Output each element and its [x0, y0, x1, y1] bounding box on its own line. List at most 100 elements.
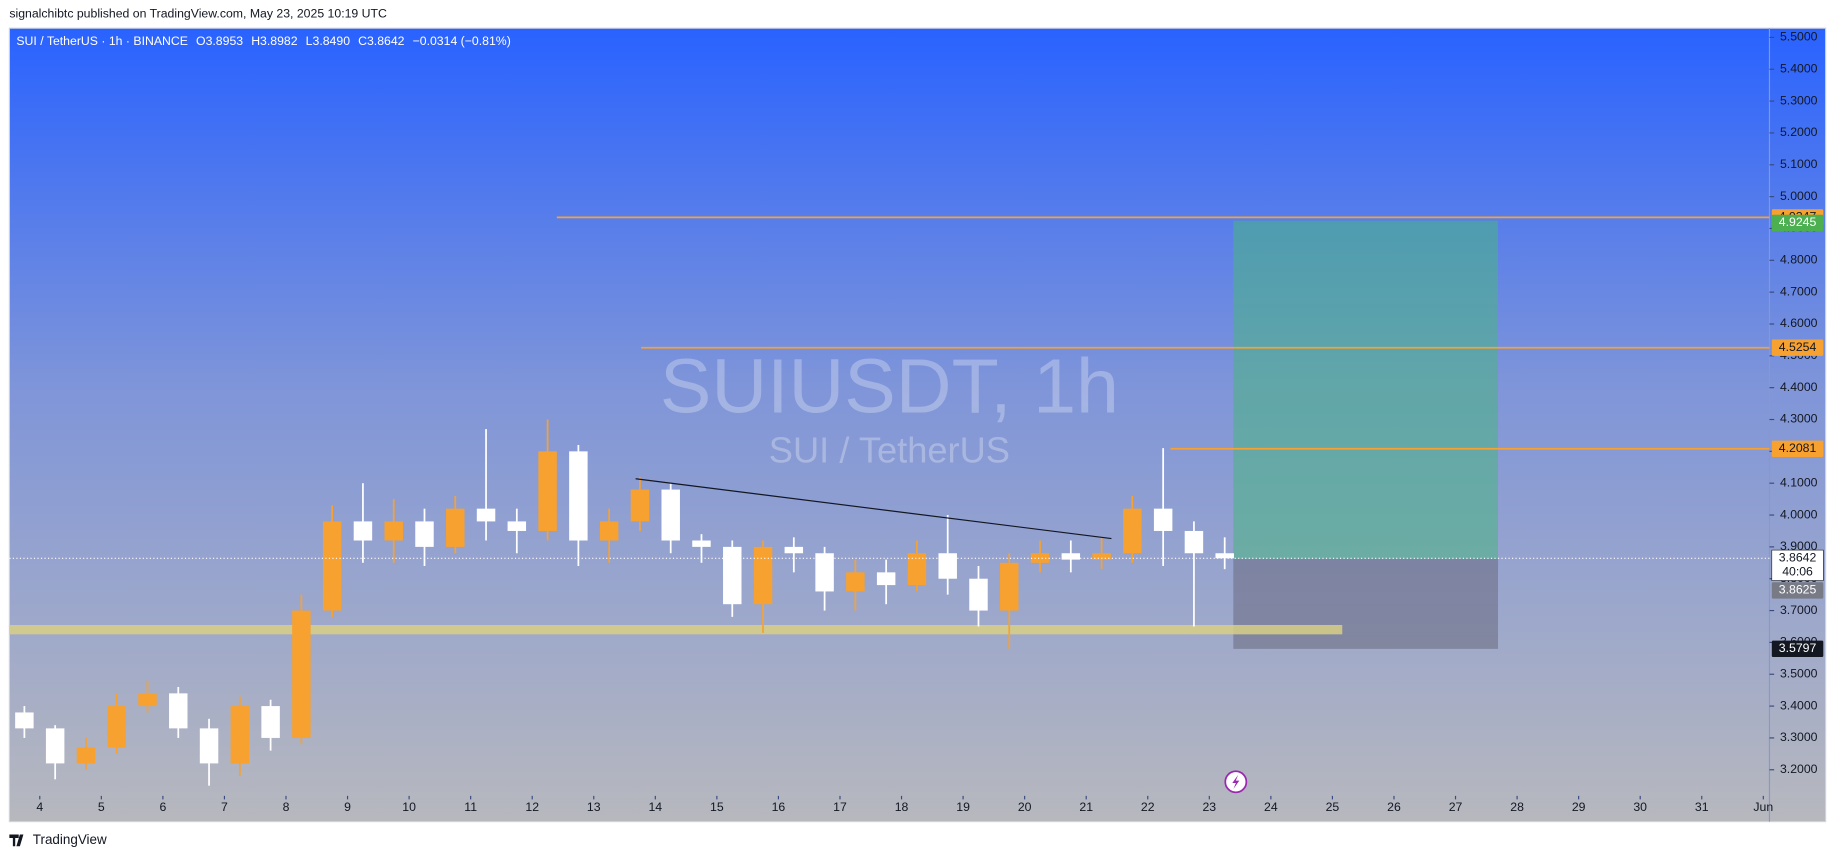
candle-body [753, 546, 773, 605]
x-tick-label: 16 [772, 800, 786, 814]
price-label-box [1771, 640, 1824, 658]
y-tick-label: 4.1000 [1780, 475, 1818, 489]
candle-body [353, 521, 373, 541]
watermark: SUIUSDT, 1h [660, 344, 1119, 430]
candle-body [138, 693, 157, 707]
legend-value: 3.8490 [313, 34, 351, 48]
candle-body [1061, 553, 1081, 560]
candle-body [199, 728, 219, 764]
legend: SUI / TetherUS · 1h · BINANCE O3.8953 H3… [16, 34, 510, 48]
price-label-box [1771, 339, 1824, 356]
candle-body [1030, 553, 1050, 563]
candle-body [1000, 562, 1019, 611]
x-tick-label: 22 [1141, 800, 1155, 814]
candle-body [384, 521, 403, 541]
candle-body [1092, 553, 1111, 560]
change: −0.0314 (−0.81%) [413, 34, 511, 48]
countdown: 40:06 [1782, 565, 1813, 579]
legend-label: H [251, 34, 260, 48]
x-tick-label: 24 [1264, 800, 1278, 814]
candle-body [230, 706, 250, 764]
y-tick-label: 4.8000 [1780, 253, 1818, 267]
symbol: SUI / TetherUS · 1h · BINANCE [16, 34, 188, 48]
y-tick-label: 4.4000 [1780, 380, 1818, 394]
x-tick-label: 7 [221, 800, 228, 814]
events-icon-bolt [1232, 774, 1240, 789]
x-tick-label: 27 [1449, 800, 1463, 814]
candle-body [630, 489, 650, 522]
candle-body [692, 540, 711, 547]
y-tick-label: 4.3000 [1780, 412, 1818, 426]
y-tick-label: 3.5000 [1780, 666, 1818, 680]
x-tick-label: 4 [36, 800, 43, 814]
candle-body [876, 572, 896, 586]
price-label-box [1771, 214, 1824, 232]
x-tick-label: 8 [283, 800, 290, 814]
y-tick-label: 5.4000 [1780, 62, 1818, 76]
candle-body [169, 693, 188, 729]
x-tick-label: Jun [1753, 800, 1773, 814]
candle-body [76, 747, 96, 764]
price-label: 4.9245 [1779, 215, 1817, 229]
plot: 3.20003.30003.40003.50003.60003.70003.80… [9, 30, 1824, 814]
y-tick-label: 3.4000 [1780, 698, 1818, 712]
y-tick-label: 3.7000 [1780, 603, 1818, 617]
x-tick-label: 31 [1695, 800, 1709, 814]
legend-value: 3.8953 [206, 34, 244, 48]
publish-header: signalchibtc published on TradingView.co… [9, 6, 387, 20]
candle-body [476, 508, 496, 522]
candle-body [261, 706, 280, 738]
price-label: 3.5797 [1779, 641, 1817, 655]
candle-body [538, 451, 557, 531]
candle-body [815, 553, 834, 592]
candle-body [292, 610, 311, 738]
candle-body [322, 521, 342, 611]
candle-body [569, 451, 588, 541]
last-price-box [1771, 549, 1824, 581]
legend-label: L [306, 34, 313, 48]
x-tick-label: 11 [464, 800, 477, 814]
x-tick-label: 28 [1510, 800, 1524, 814]
candle-body [1184, 530, 1204, 554]
x-tick-label: 19 [956, 800, 970, 814]
candle-body [107, 706, 126, 748]
price-label: 3.8625 [1779, 583, 1817, 597]
candle-body [938, 553, 957, 579]
x-tick-label: 30 [1633, 800, 1647, 814]
candle-body [1215, 553, 1234, 559]
candle-body [1153, 508, 1173, 531]
candle-body [661, 489, 680, 541]
y-tick-label: 5.3000 [1780, 93, 1818, 107]
y-tick-label: 3.3000 [1780, 730, 1818, 744]
candle-body [907, 553, 927, 586]
x-tick-label: 20 [1018, 800, 1032, 814]
candle-body [446, 508, 465, 547]
candle-body [784, 546, 804, 554]
x-tick-label: 29 [1572, 800, 1586, 814]
price-label: 4.5254 [1779, 340, 1817, 354]
x-tick-label: 6 [159, 800, 166, 814]
x-tick-label: 17 [833, 800, 847, 814]
footer-brand: TradingView [33, 832, 107, 847]
candle-body [15, 712, 34, 729]
x-tick-label: 13 [587, 800, 601, 814]
y-tick-label: 5.5000 [1780, 30, 1818, 44]
candle-body [415, 521, 434, 547]
y-tick-label: 4.0000 [1780, 507, 1818, 521]
watermark-sub: SUI / TetherUS [769, 430, 1010, 471]
y-tick-label: 3.9000 [1780, 539, 1818, 553]
x-tick-label: 21 [1079, 800, 1093, 814]
x-tick-label: 15 [710, 800, 724, 814]
price-label-box [1771, 582, 1824, 599]
x-tick-label: 10 [402, 800, 416, 814]
x-tick-label: 12 [525, 800, 539, 814]
y-tick-label: 5.2000 [1780, 125, 1818, 139]
position-target-zone [1233, 220, 1499, 559]
price-label: 4.2081 [1779, 441, 1817, 455]
y-tick-label: 4.7000 [1780, 284, 1818, 298]
y-tick-label: 5.0000 [1780, 189, 1818, 203]
legend-value: 3.8982 [260, 34, 298, 48]
y-tick-label: 4.6000 [1780, 316, 1818, 330]
x-tick-label: 18 [895, 800, 909, 814]
